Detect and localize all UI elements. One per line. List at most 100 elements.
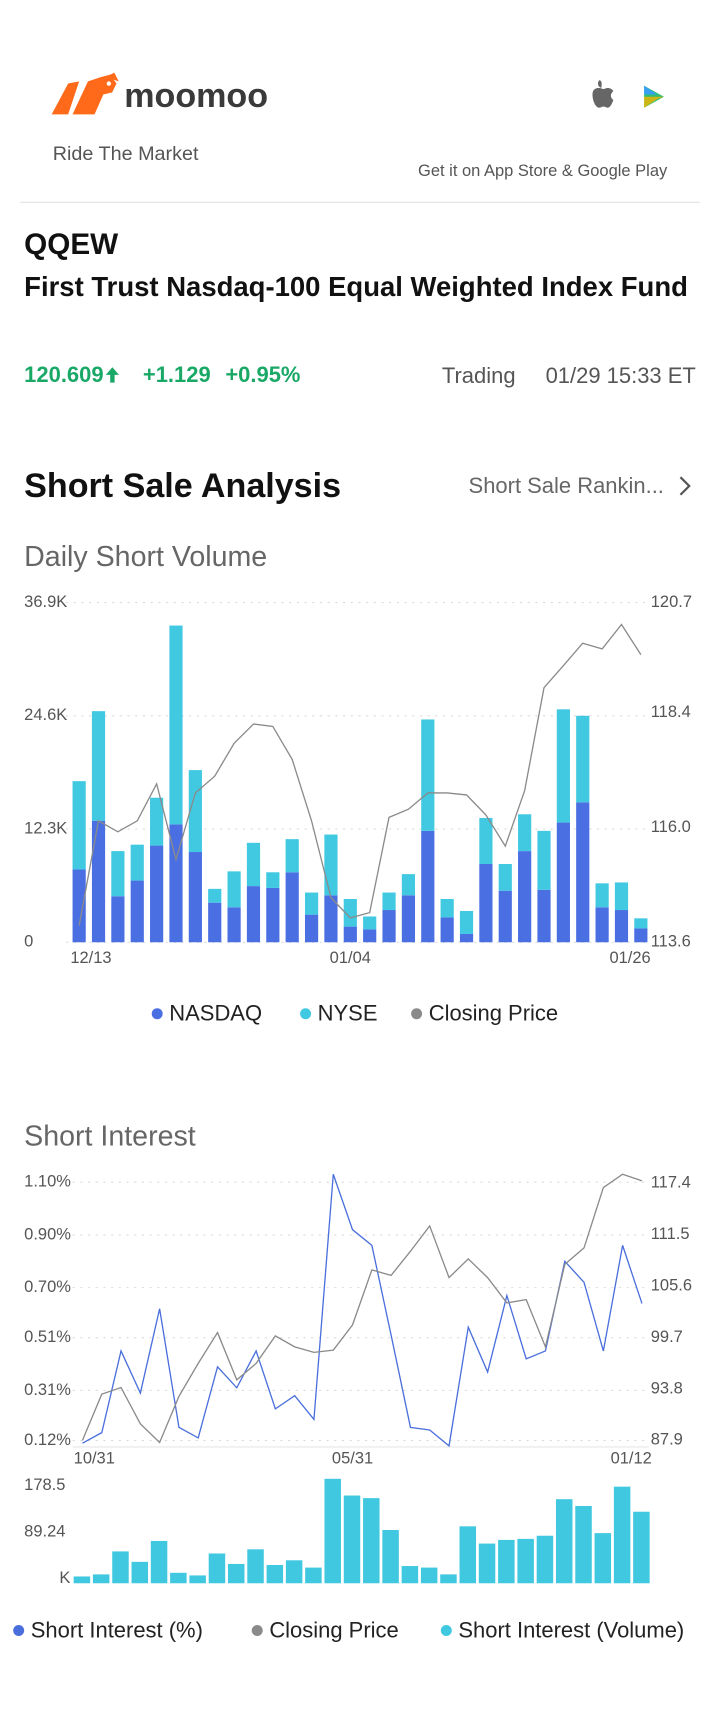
bar <box>634 928 648 943</box>
y-tick-label: 105.6 <box>651 1276 692 1294</box>
chart-title: Daily Short Volume <box>24 541 267 573</box>
app-store-icon[interactable] <box>592 80 614 108</box>
bar <box>247 1549 264 1584</box>
bar <box>382 1529 399 1584</box>
legend-marker <box>411 1008 423 1020</box>
bar <box>246 842 261 887</box>
y-tick-label: 36.9K <box>24 593 67 611</box>
bar <box>72 869 86 943</box>
bar <box>537 889 551 943</box>
bar <box>343 926 357 943</box>
y-tick-label: 24.6K <box>24 706 67 724</box>
bar <box>363 1498 380 1584</box>
chart-title: Short Interest <box>24 1121 196 1153</box>
symbol: QQEW <box>24 228 118 261</box>
bar <box>420 1567 438 1584</box>
legend-label: Closing Price <box>269 1617 398 1642</box>
bar <box>594 1533 612 1584</box>
bar <box>150 1540 168 1584</box>
app-links[interactable]: Get it on App Store & Google Play <box>418 162 668 180</box>
bar <box>112 1551 129 1584</box>
legend-marker <box>151 1008 163 1020</box>
play-part <box>644 96 664 108</box>
bar <box>518 814 532 852</box>
line <box>82 1174 643 1448</box>
legend-label: Short Interest (Volume) <box>458 1617 684 1642</box>
legend-label: NYSE <box>318 1001 378 1026</box>
logo <box>51 72 119 115</box>
bar <box>382 892 396 911</box>
bar <box>421 830 435 943</box>
bar <box>305 1567 322 1584</box>
bar <box>517 1538 534 1584</box>
bar <box>634 918 648 929</box>
bar <box>498 864 512 891</box>
bar <box>556 709 570 823</box>
bar <box>285 839 299 873</box>
bar <box>614 882 629 911</box>
line <box>78 623 642 926</box>
legend-marker <box>13 1625 25 1637</box>
x-tick-label: 01/26 <box>609 949 650 967</box>
change-pct: +0.95% <box>225 362 300 387</box>
line <box>81 1173 643 1444</box>
bar <box>189 1575 206 1584</box>
legend-label: Closing Price <box>429 1001 558 1026</box>
bar <box>479 817 493 865</box>
y-tick-label: 178.5 <box>24 1476 65 1494</box>
bar <box>555 1499 573 1584</box>
bar <box>421 719 435 831</box>
legend-label: Short Interest (%) <box>31 1617 203 1642</box>
y-tick-label: K <box>59 1569 70 1587</box>
bar <box>537 830 551 890</box>
chevron[interactable] <box>679 476 691 496</box>
tagline: Ride The Market <box>53 143 199 165</box>
name-box: First Trust Nasdaq-100 Equal Weighted In… <box>24 272 688 303</box>
bar <box>227 907 241 943</box>
bar <box>169 824 183 943</box>
bar <box>343 1495 361 1584</box>
y-tick-label: 89.24 <box>24 1523 65 1541</box>
brand: moomoo <box>124 77 268 115</box>
bar <box>459 933 474 943</box>
bar <box>150 797 164 846</box>
bar <box>518 851 532 943</box>
legend-label: NASDAQ <box>169 1001 262 1026</box>
y-tick-label: 87.9 <box>651 1431 683 1449</box>
bar <box>401 895 416 943</box>
bar <box>169 625 183 825</box>
bar <box>575 1505 592 1584</box>
bar <box>150 845 164 943</box>
bar <box>401 874 416 896</box>
y-tick-label: 113.6 <box>651 933 691 951</box>
bar <box>576 715 590 803</box>
bar <box>459 910 474 934</box>
bar <box>363 929 377 943</box>
x-tick-label: 10/31 <box>74 1449 115 1467</box>
play-part <box>644 85 658 95</box>
bar <box>227 1563 245 1584</box>
bar <box>440 917 454 943</box>
price: 120.609 <box>24 362 103 387</box>
bar <box>324 1478 341 1584</box>
bar <box>440 898 454 918</box>
y-tick-label: 93.8 <box>651 1379 683 1397</box>
y-tick-label: 111.5 <box>651 1225 690 1243</box>
bar <box>324 834 338 896</box>
bar <box>440 1574 457 1584</box>
bar <box>130 844 144 881</box>
y-tick-label: 0.51% <box>24 1328 71 1346</box>
bar <box>111 896 125 943</box>
bar <box>595 907 609 943</box>
bar <box>304 914 319 943</box>
bar <box>556 822 570 943</box>
bar <box>73 1576 91 1584</box>
bar <box>613 1486 631 1584</box>
y-tick-label: 0.70% <box>24 1278 71 1296</box>
up-arrow <box>105 367 119 383</box>
bar <box>208 1553 226 1584</box>
y-tick-label: 0.12% <box>24 1431 71 1449</box>
ranking-link[interactable]: Short Sale Rankin... <box>469 473 664 498</box>
